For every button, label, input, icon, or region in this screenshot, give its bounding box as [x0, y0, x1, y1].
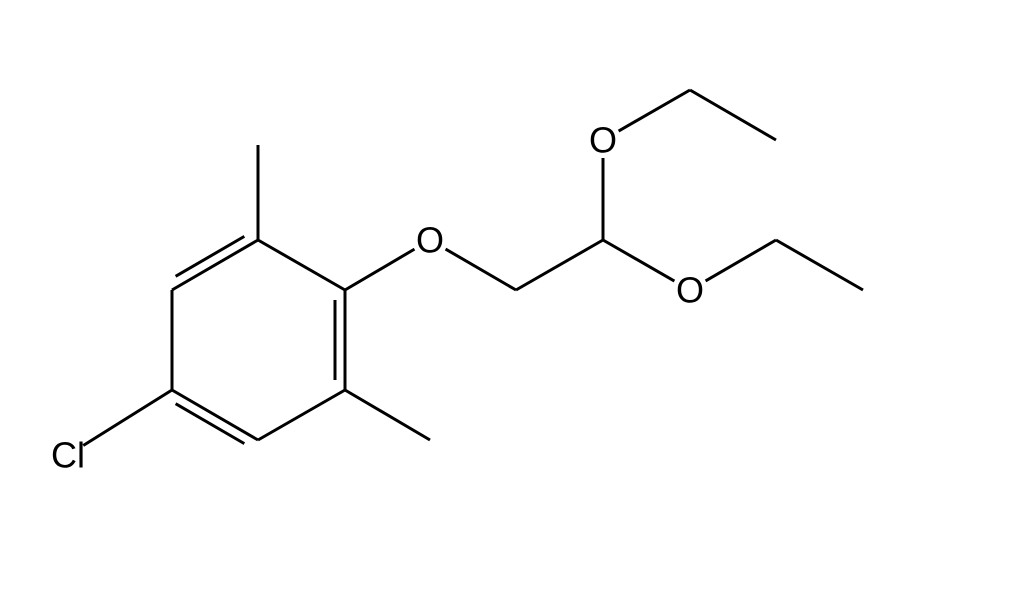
atom-label-O1: O: [416, 220, 444, 261]
atom-label-Cl: Cl: [51, 435, 85, 476]
molecule-diagram: Cl O O O: [0, 0, 1026, 596]
atom-label-O3: O: [676, 270, 704, 311]
atom-label-O2: O: [589, 120, 617, 161]
canvas-background: [0, 0, 1026, 596]
